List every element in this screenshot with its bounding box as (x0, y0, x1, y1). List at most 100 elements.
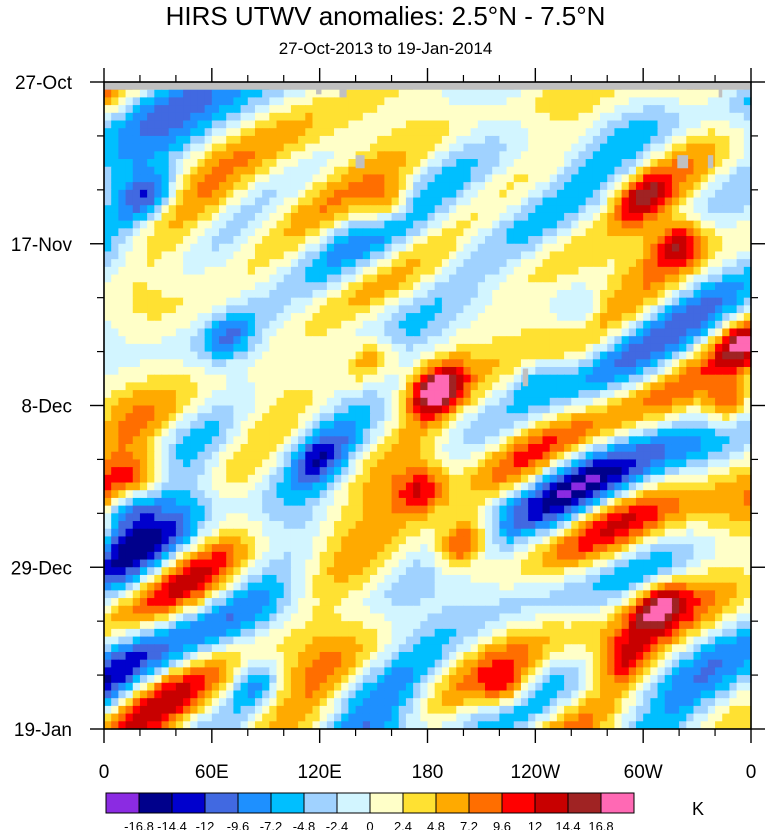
heatmap-cell (470, 97, 479, 106)
heatmap-cell (254, 220, 263, 229)
heatmap-cell (664, 105, 673, 114)
heatmap-cell (362, 351, 371, 360)
heatmap-cell (707, 205, 716, 214)
heatmap-cell (405, 320, 414, 330)
heatmap-cell (506, 212, 515, 222)
heatmap-cell (621, 444, 630, 453)
heatmap-cell (204, 112, 213, 122)
heatmap-cell (707, 444, 716, 453)
heatmap-cell (362, 166, 371, 176)
heatmap-cell (707, 397, 716, 407)
heatmap-cell (664, 305, 673, 314)
heatmap-cell (564, 159, 572, 168)
heatmap-cell (111, 497, 119, 507)
heatmap-cell (254, 166, 263, 176)
heatmap-cell (470, 228, 479, 237)
heatmap-cell (190, 328, 199, 337)
heatmap-cell (441, 120, 450, 129)
heatmap-cell (305, 336, 314, 345)
heatmap-cell (542, 205, 551, 214)
heatmap-cell (269, 228, 278, 237)
heatmap-cell (132, 351, 141, 360)
heatmap-cell (269, 413, 278, 422)
heatmap-cell (686, 405, 695, 414)
heatmap-cell (233, 420, 242, 430)
heatmap-cell (707, 482, 716, 491)
heatmap-cell (334, 189, 342, 199)
heatmap-cell (247, 128, 256, 137)
heatmap-cell (312, 251, 321, 260)
heatmap-cell (542, 351, 551, 360)
heatmap-cell (175, 112, 184, 122)
heatmap-cell (168, 159, 177, 168)
heatmap-cell (413, 220, 421, 229)
heatmap-cell (154, 105, 163, 114)
heatmap-cell (326, 166, 335, 176)
heatmap-cell (305, 320, 314, 330)
heatmap-cell (499, 359, 508, 368)
heatmap-cell (441, 143, 450, 152)
heatmap-cell (556, 289, 565, 299)
heatmap-cell (305, 259, 314, 268)
heatmap-cell (492, 274, 500, 283)
heatmap-cell (736, 282, 745, 291)
heatmap-cell (204, 143, 213, 152)
heatmap-cell (405, 243, 414, 253)
heatmap-cell (485, 159, 493, 168)
heatmap-cell (456, 420, 465, 430)
heatmap-cell (729, 482, 738, 491)
heatmap-cell (441, 382, 450, 391)
heatmap-cell (211, 413, 220, 422)
heatmap-cell (492, 320, 500, 330)
heatmap-cell (226, 490, 234, 499)
heatmap-cell (715, 444, 723, 453)
heatmap-cell (556, 236, 565, 245)
heatmap-cell (556, 120, 565, 129)
heatmap-cell (542, 282, 551, 291)
heatmap-cell (528, 174, 536, 183)
heatmap-cell (247, 459, 256, 468)
heatmap-cell (283, 313, 292, 322)
heatmap-cell (262, 182, 270, 191)
heatmap-cell (571, 228, 580, 237)
heatmap-cell (463, 166, 472, 176)
heatmap-cell (219, 220, 227, 229)
heatmap-cell (276, 274, 285, 283)
heatmap-cell (693, 451, 702, 461)
heatmap-cell (204, 105, 213, 114)
heatmap-cell (211, 182, 220, 191)
heatmap-cell (607, 351, 616, 360)
heatmap-cell (463, 444, 472, 453)
heatmap-cell (326, 343, 335, 353)
heatmap-cell (434, 128, 443, 137)
heatmap-cell (657, 289, 666, 299)
heatmap-cell (398, 474, 407, 484)
heatmap-cell (204, 482, 213, 491)
heatmap-cell (168, 89, 177, 98)
heatmap-cell (319, 390, 328, 399)
heatmap-cell (607, 182, 616, 191)
heatmap-cell (585, 220, 594, 229)
heatmap-cell (600, 328, 608, 337)
heatmap-cell (477, 305, 486, 314)
heatmap-cell (592, 135, 601, 145)
heatmap-cell (391, 159, 400, 168)
heatmap-cell (348, 328, 357, 337)
heatmap-cell (362, 505, 371, 514)
heatmap-cell (434, 220, 443, 229)
heatmap-cell (427, 89, 436, 98)
heatmap-cell (427, 251, 436, 260)
heatmap-cell (535, 467, 544, 476)
heatmap-cell (535, 189, 544, 199)
heatmap-cell (449, 320, 457, 330)
heatmap-cell (528, 374, 536, 383)
heatmap-cell (729, 336, 738, 345)
heatmap-cell (499, 128, 508, 137)
heatmap-cell (456, 497, 465, 507)
heatmap-cell (262, 390, 270, 399)
heatmap-cell (614, 228, 623, 237)
heatmap-cell (104, 236, 112, 245)
heatmap-cell (168, 182, 177, 191)
heatmap-cell (427, 182, 436, 191)
heatmap-cell (298, 420, 306, 430)
